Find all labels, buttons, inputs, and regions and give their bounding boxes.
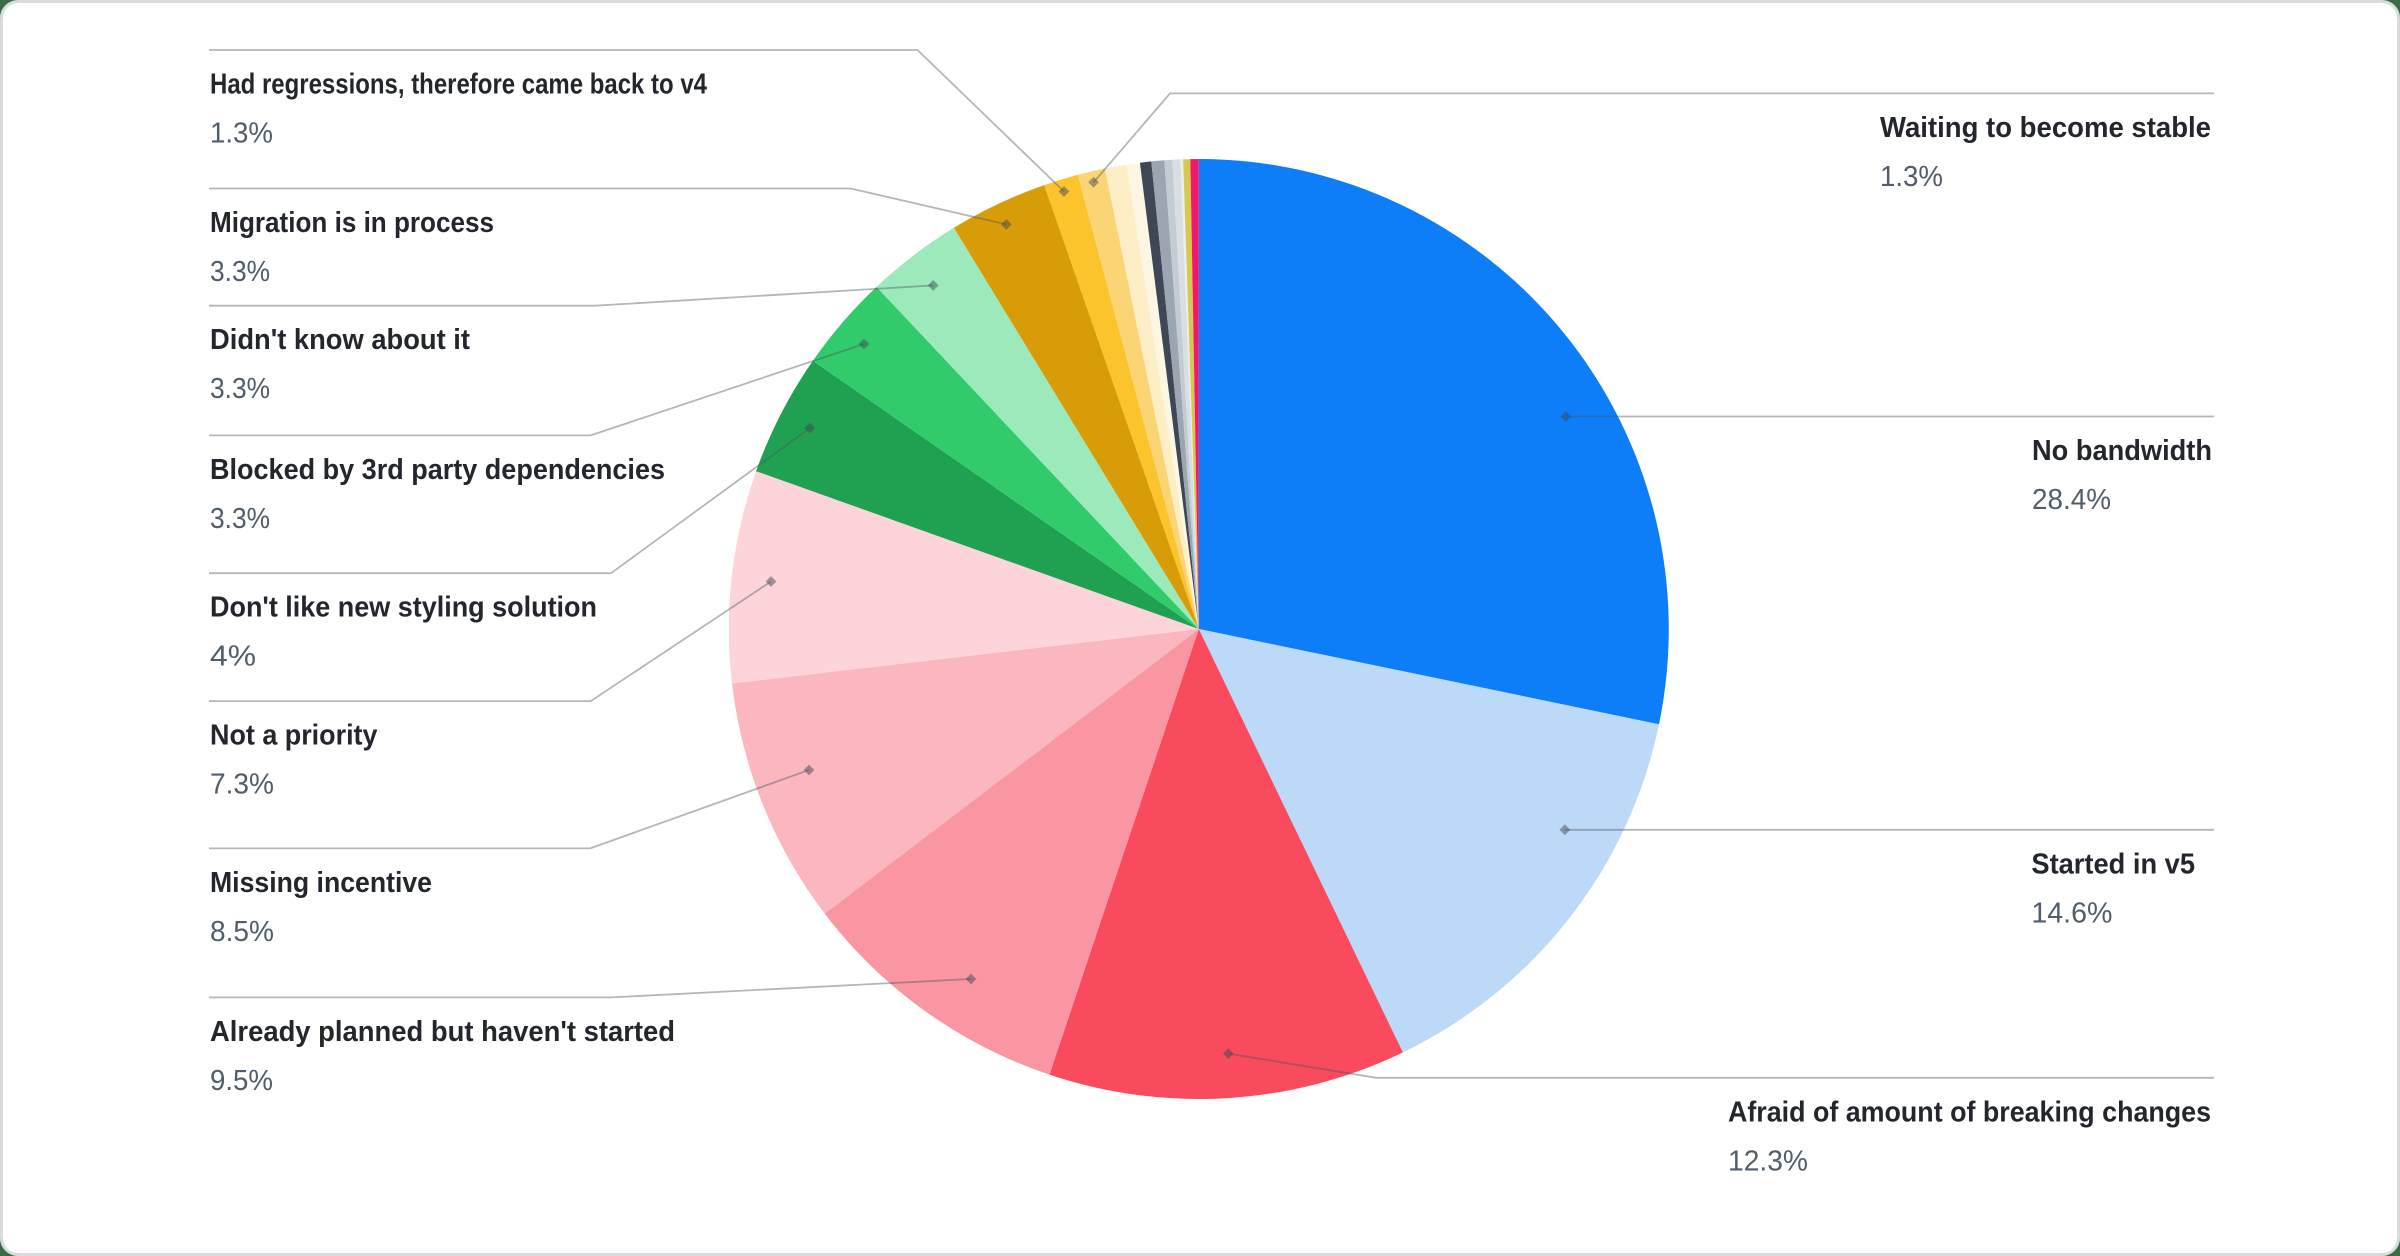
svg-text:1.3%: 1.3% — [210, 118, 273, 150]
svg-text:Blocked by 3rd party dependenc: Blocked by 3rd party dependencies — [210, 454, 665, 486]
svg-text:Afraid of amount of breaking c: Afraid of amount of breaking changes — [1728, 1096, 2211, 1128]
svg-text:Don't like new styling solutio: Don't like new styling solution — [210, 592, 597, 624]
svg-text:Not a priority: Not a priority — [210, 720, 378, 752]
svg-text:1.3%: 1.3% — [1880, 161, 1943, 193]
svg-text:Missing incentive: Missing incentive — [210, 867, 432, 899]
svg-text:7.3%: 7.3% — [210, 769, 274, 801]
svg-text:28.4%: 28.4% — [2032, 484, 2111, 516]
svg-text:No bandwidth: No bandwidth — [2032, 435, 2212, 467]
svg-text:9.5%: 9.5% — [210, 1065, 273, 1097]
svg-text:12.3%: 12.3% — [1728, 1145, 1808, 1177]
svg-text:3.3%: 3.3% — [210, 503, 270, 535]
svg-text:Migration is in process: Migration is in process — [210, 207, 494, 239]
svg-text:Had regressions, therefore cam: Had regressions, therefore came back to … — [210, 69, 707, 101]
svg-text:3.3%: 3.3% — [210, 373, 270, 405]
svg-text:3.3%: 3.3% — [210, 256, 270, 288]
svg-text:Waiting to become stable: Waiting to become stable — [1880, 112, 2211, 144]
svg-text:Already planned but haven't st: Already planned but haven't started — [210, 1016, 675, 1048]
svg-text:Didn't know about it: Didn't know about it — [210, 324, 470, 356]
svg-text:Started in v5: Started in v5 — [2031, 848, 2195, 880]
svg-text:14.6%: 14.6% — [2031, 897, 2112, 929]
svg-text:8.5%: 8.5% — [210, 916, 274, 948]
svg-text:4%: 4% — [210, 641, 256, 673]
